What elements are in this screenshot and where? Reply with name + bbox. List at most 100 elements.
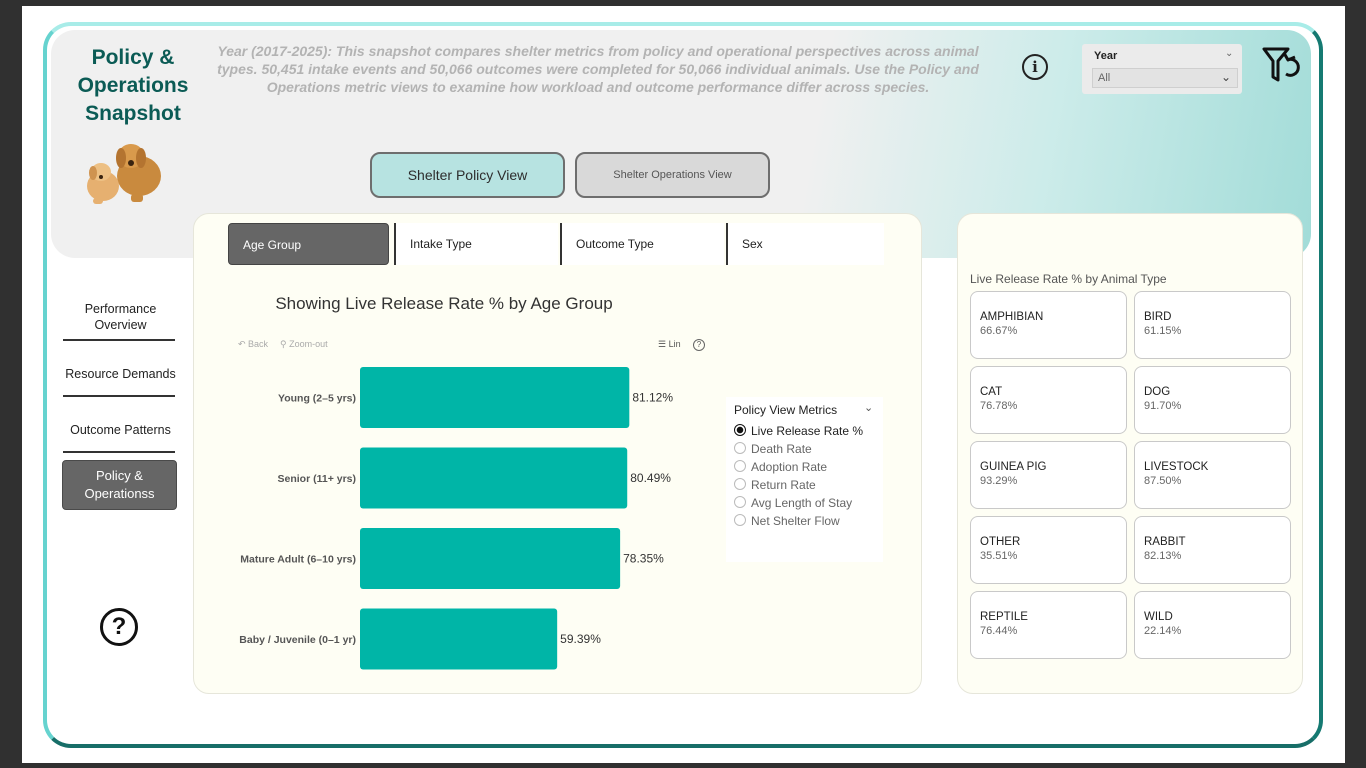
animal-rate: 35.51%	[980, 550, 1018, 562]
radio-selected-icon	[734, 424, 746, 436]
animal-rate: 66.67%	[980, 325, 1018, 337]
nav-divider	[63, 395, 175, 397]
category-label: Baby / Juvenile (0–1 yr)	[239, 634, 356, 646]
info-icon[interactable]: i	[1022, 54, 1048, 80]
year-dropdown-value: All	[1098, 72, 1111, 84]
radio-icon	[734, 496, 746, 508]
animal-card: GUINEA PIG 93.29%	[970, 441, 1127, 509]
data-label: 80.49%	[630, 471, 671, 485]
bar[interactable]	[360, 367, 630, 428]
animal-rate: 76.78%	[980, 400, 1018, 412]
animal-name: LIVESTOCK	[1144, 461, 1209, 473]
year-slicer[interactable]: Year ⌄ All ⌄	[1082, 44, 1242, 94]
animal-name: CAT	[980, 386, 1003, 398]
animal-rate: 82.13%	[1144, 550, 1182, 562]
tab-intake-type[interactable]: Intake Type	[394, 223, 558, 265]
metric-option-label: Adoption Rate	[751, 460, 828, 474]
animal-rate: 91.70%	[1144, 400, 1182, 412]
animal-card: DOG 91.70%	[1134, 366, 1291, 434]
animal-card: WILD 22.14%	[1134, 591, 1291, 659]
page-description: Year (2017-2025): This snapshot compares…	[217, 43, 979, 95]
nav-performance-overview[interactable]: Performance Overview	[84, 302, 157, 332]
animal-card: BIRD 61.15%	[1134, 291, 1291, 359]
metric-option[interactable]: Net Shelter Flow	[734, 514, 840, 528]
animal-name: GUINEA PIG	[980, 461, 1047, 473]
metric-selector: Policy View Metrics ⌄ Live Release Rate …	[726, 397, 883, 562]
nav-policy-operations-label: Policy & Operationss	[84, 468, 155, 501]
page-title: Policy & Operations Snapshot	[77, 46, 189, 125]
bar[interactable]	[360, 528, 621, 589]
chevron-down-icon[interactable]: ⌄	[864, 402, 874, 414]
animal-name: BIRD	[1144, 311, 1172, 323]
help-icon[interactable]: ?	[693, 339, 705, 351]
metric-option[interactable]: Death Rate	[734, 442, 812, 456]
zoom-out-icon: ⚲	[280, 339, 290, 349]
animal-card: AMPHIBIAN 66.67%	[970, 291, 1127, 359]
scale-label: Lin	[668, 339, 681, 349]
tab-sex[interactable]: Sex	[726, 223, 884, 265]
radio-icon	[734, 478, 746, 490]
nav-divider	[63, 339, 175, 341]
list-icon: ☰	[658, 339, 669, 349]
animal-name: WILD	[1144, 611, 1173, 623]
back-button[interactable]: ↶ Back	[238, 339, 268, 350]
animal-type-title: Live Release Rate % by Animal Type	[970, 272, 1167, 286]
year-dropdown[interactable]: All ⌄	[1092, 68, 1238, 88]
animal-rate: 93.29%	[980, 475, 1018, 487]
bar-chart: Young (2–5 yrs) 81.12% Senior (11+ yrs) 80.…	[239, 367, 673, 670]
chevron-down-icon: ⌄	[1221, 70, 1232, 84]
metric-option[interactable]: Avg Length of Stay	[734, 496, 852, 510]
animal-card: RABBIT 82.13%	[1134, 516, 1291, 584]
metric-option-label: Avg Length of Stay	[751, 496, 853, 510]
tab-outcome-type[interactable]: Outcome Type	[560, 223, 724, 265]
back-label: Back	[248, 339, 269, 349]
animal-card: OTHER 35.51%	[970, 516, 1127, 584]
tab-age-group[interactable]: Age Group	[228, 223, 389, 265]
animal-name: OTHER	[980, 536, 1021, 548]
back-arrow-icon: ↶	[238, 339, 249, 349]
category-label: Senior (11+ yrs)	[278, 473, 357, 485]
bar[interactable]	[360, 447, 628, 509]
animal-rate: 87.50%	[1144, 475, 1182, 487]
nav-resource-demands[interactable]: Resource Demands	[65, 367, 176, 381]
operations-view-button[interactable]: Shelter Operations View	[575, 152, 770, 198]
animal-card: REPTILE 76.44%	[970, 591, 1127, 659]
chart-title: Showing Live Release Rate % by Age Group	[275, 294, 613, 313]
metric-option[interactable]: Return Rate	[734, 478, 816, 492]
radio-icon	[734, 460, 746, 472]
help-icon[interactable]: ?	[100, 608, 138, 646]
animal-name: AMPHIBIAN	[980, 311, 1044, 323]
nav-outcome-patterns[interactable]: Outcome Patterns	[70, 423, 171, 437]
radio-icon	[734, 442, 746, 454]
policy-view-button[interactable]: Shelter Policy View	[370, 152, 565, 198]
zoom-out-button[interactable]: ⚲ Zoom-out	[280, 339, 328, 350]
metric-option-label: Death Rate	[751, 442, 812, 456]
category-label: Young (2–5 yrs)	[278, 393, 356, 405]
category-label: Mature Adult (6–10 yrs)	[240, 554, 356, 566]
scale-toggle[interactable]: ☰ Lin	[658, 339, 681, 350]
animal-rate: 61.15%	[1144, 325, 1182, 337]
metric-option-label: Return Rate	[751, 478, 816, 492]
clear-filter-icon[interactable]	[1262, 46, 1306, 86]
nav-policy-operations[interactable]: Policy & Operationss	[62, 460, 177, 510]
nav-divider	[63, 451, 175, 453]
animal-rate: 76.44%	[980, 625, 1018, 637]
metric-option[interactable]: Live Release Rate %	[734, 424, 863, 438]
animal-name: DOG	[1144, 386, 1171, 398]
chart-panel: Age Group Intake Type Outcome Type Sex S…	[193, 213, 922, 694]
chevron-down-icon[interactable]: ⌄	[1225, 48, 1234, 59]
animal-name: RABBIT	[1144, 536, 1186, 548]
animal-name: REPTILE	[980, 611, 1028, 623]
metric-option-label: Net Shelter Flow	[751, 514, 840, 528]
year-slicer-label: Year	[1094, 50, 1118, 62]
bar[interactable]	[360, 608, 558, 670]
dogs-image	[87, 144, 161, 204]
data-label: 78.35%	[623, 552, 664, 566]
report-frame: Policy & Operations Snapshot Year (2017-…	[43, 22, 1323, 748]
zoom-out-label: Zoom-out	[289, 339, 328, 349]
metric-option-label: Live Release Rate %	[751, 424, 864, 438]
metric-option[interactable]: Adoption Rate	[734, 460, 827, 474]
animal-rate: 22.14%	[1144, 625, 1182, 637]
animal-card: CAT 76.78%	[970, 366, 1127, 434]
animal-type-panel: Live Release Rate % by Animal Type AMPHI…	[957, 213, 1303, 694]
